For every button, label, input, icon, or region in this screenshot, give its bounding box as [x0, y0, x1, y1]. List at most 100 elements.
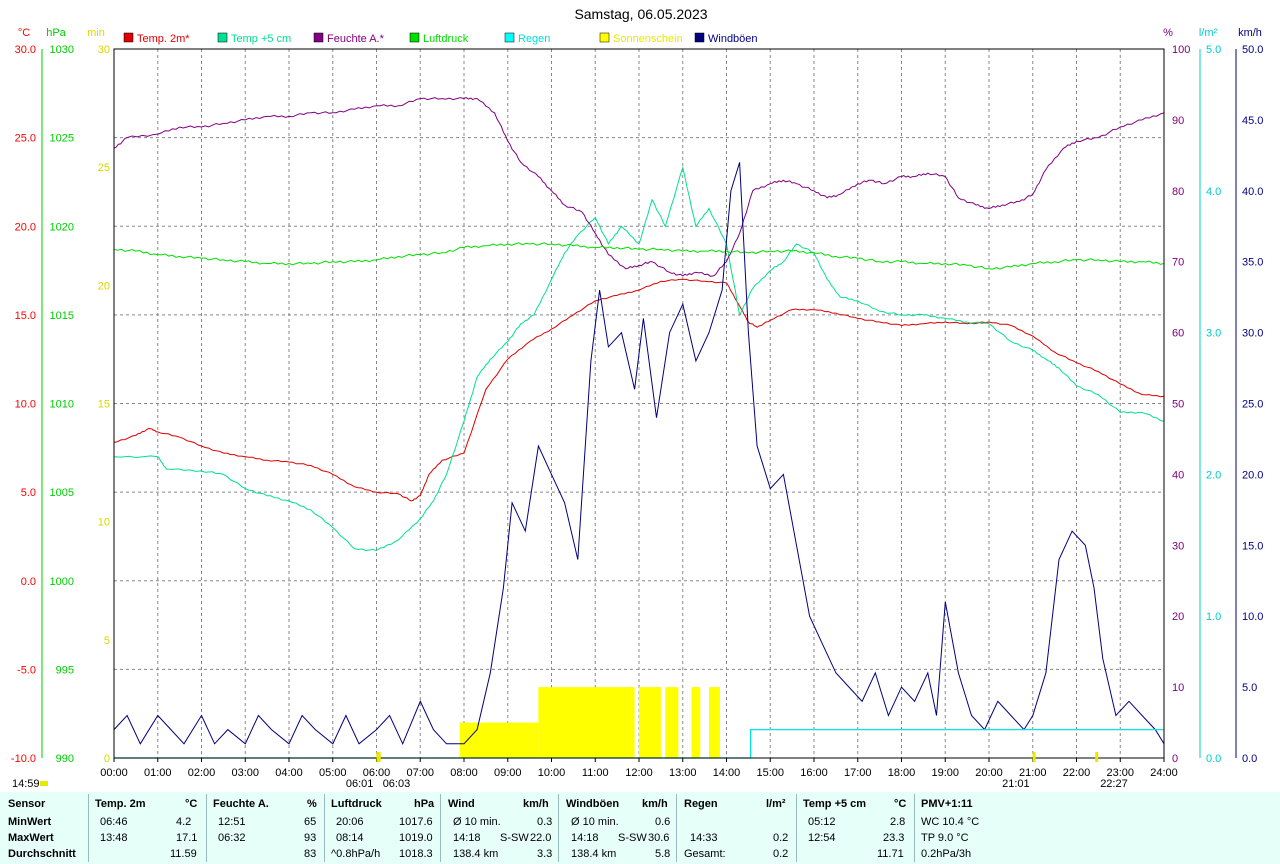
legend-label-0: Temp. 2m* [137, 33, 190, 45]
sunshine-bar-0 [459, 722, 499, 758]
legend-swatch-0 [123, 32, 134, 43]
axis-sunshine-label-6: 0 [104, 753, 110, 765]
axis-pressure-label-5: 1005 [50, 487, 74, 499]
stats-t5-max-time: 12:54 [808, 832, 836, 844]
x-tick-label-14: 14:00 [713, 767, 741, 779]
legend-swatch-4 [504, 32, 515, 43]
axis-gust-unit: km/h [1238, 27, 1262, 39]
axis-humidity-label-10: 0 [1172, 753, 1178, 765]
stats-t5-unit: °C [894, 798, 907, 810]
sunshine-bar-3 [639, 687, 661, 758]
sunshine-bars [459, 687, 720, 758]
corner-sun-marker [40, 781, 48, 786]
stats-gust-avg: 5.8 [655, 848, 671, 860]
stats-wind-max: 22.0 [530, 832, 552, 844]
series-line-1 [113, 165, 1165, 552]
stats-temp-min-time: 06:46 [100, 816, 128, 828]
axis-temp-label-1: 25.0 [15, 133, 36, 145]
axis-sunshine-label-5: 5 [104, 635, 110, 647]
stats-press-min: 1017.6 [399, 816, 433, 828]
axis-temp-label-2: 20.0 [15, 221, 36, 233]
stats-hum-max: 93 [304, 832, 317, 844]
legend-label-6: Windböen [708, 33, 758, 45]
axis-rain-label-0: 5.0 [1206, 44, 1221, 56]
axis-humidity-label-8: 20 [1172, 611, 1184, 623]
legend-swatch-6 [694, 32, 705, 43]
stats-rain-max-time: 14:33 [690, 832, 718, 844]
marker-3 [1095, 752, 1099, 762]
stats-hum-min-time: 12:51 [218, 816, 246, 828]
axis-gust-label-10: 0.0 [1242, 753, 1257, 765]
axis-gust-label-5: 25.0 [1242, 399, 1263, 411]
axis-pressure-label-3: 1015 [50, 310, 74, 322]
axis-gust-label-4: 30.0 [1242, 328, 1263, 340]
x-tick-label-7: 07:00 [406, 767, 434, 779]
axes: 00:00 01:00 02:00 03:00 04:00 05:00 06:00 07:00… [11, 27, 1264, 779]
axis-gust-label-2: 40.0 [1242, 186, 1263, 198]
axis-sunshine-label-2: 20 [98, 280, 110, 292]
x-tick-label-21: 21:00 [1019, 767, 1047, 779]
legend-swatch-1 [217, 32, 228, 43]
series-line-3 [113, 242, 1165, 270]
corner-label: 14:59 [12, 778, 40, 790]
stats-hum-min: 65 [304, 816, 317, 828]
stats-temp-max-time: 13:48 [100, 832, 128, 844]
x-tick-label-12: 12:00 [625, 767, 653, 779]
axis-temp-label-4: 10.0 [15, 399, 36, 411]
series-line-4 [113, 162, 1165, 746]
x-tick-label-23: 23:00 [1106, 767, 1134, 779]
x-tick-label-6: 06:00 [363, 767, 391, 779]
x-tick-label-16: 16:00 [800, 767, 828, 779]
sunshine-bar-5 [691, 687, 701, 758]
series-line-0 [113, 278, 1165, 502]
stats-gust-header: Windböen [566, 798, 620, 810]
stats-temp-header: Temp. 2m [95, 798, 146, 810]
x-tick-label-19: 19:00 [931, 767, 959, 779]
stats-rain-max: 0.2 [773, 832, 789, 844]
axis-temp-label-5: 5.0 [21, 487, 36, 499]
axis-humidity-label-5: 50 [1172, 399, 1184, 411]
axis-humidity-unit: % [1163, 27, 1173, 39]
stats-rain-total-label: Gesamt: [684, 848, 726, 860]
stats-gust-dist: 138.4 km [571, 848, 617, 860]
series-lines [113, 97, 1165, 759]
axis-pressure-label-8: 990 [56, 753, 74, 765]
axis-temp-label-7: -5.0 [17, 664, 36, 676]
axis-pressure-label-4: 1010 [50, 399, 74, 411]
stats-t5-avg: 11.71 [877, 848, 904, 860]
stats-press-unit: hPa [414, 798, 435, 810]
chart-title: Samstag, 06.05.2023 [574, 6, 707, 22]
weather-chart: 00:00 01:00 02:00 03:00 04:00 05:00 06:00 07:00… [11, 6, 1264, 790]
axis-humidity-label-9: 10 [1172, 682, 1184, 694]
axis-sunshine-label-0: 30 [98, 44, 110, 56]
axis-gust-label-1: 45.0 [1242, 115, 1263, 127]
sunshine-bar-2 [538, 687, 635, 758]
stats-row-avg: Durchschnitt [8, 848, 76, 860]
axis-gust-label-7: 15.0 [1242, 540, 1263, 552]
grid [114, 49, 1164, 758]
x-tick-label-18: 18:00 [888, 767, 916, 779]
marker-1 [377, 752, 381, 762]
x-tick-label-4: 04:00 [275, 767, 303, 779]
axis-rain-label-2: 3.0 [1206, 328, 1221, 340]
stats-gust-unit: km/h [642, 798, 668, 810]
axis-sunshine-label-1: 25 [98, 162, 110, 174]
stats-press-max: 1019.0 [399, 832, 433, 844]
stats-row-min: MinWert [8, 816, 52, 828]
stats-wind-min-label: Ø 10 min. [453, 816, 501, 828]
axis-humidity-label-4: 60 [1172, 328, 1184, 340]
stats-rain-unit: l/m² [766, 798, 786, 810]
axis-pressure-unit: hPa [46, 27, 66, 39]
axis-humidity-label-1: 90 [1172, 115, 1184, 127]
stats-pmv-header: PMV+1:11 [921, 798, 973, 810]
x-tick-label-20: 20:00 [975, 767, 1003, 779]
legend-label-3: Luftdruck [423, 33, 469, 45]
axis-temp-label-8: -10.0 [11, 753, 36, 765]
stats-t5-max: 23.3 [883, 832, 905, 844]
axis-pressure-label-0: 1030 [50, 44, 74, 56]
series-line-2 [113, 97, 1165, 277]
axis-rain-label-3: 2.0 [1206, 469, 1221, 481]
axis-pressure-label-2: 1020 [50, 221, 74, 233]
stats-sensor-header: Sensor [8, 798, 46, 810]
stats-temp-avg: 11.59 [170, 848, 197, 860]
